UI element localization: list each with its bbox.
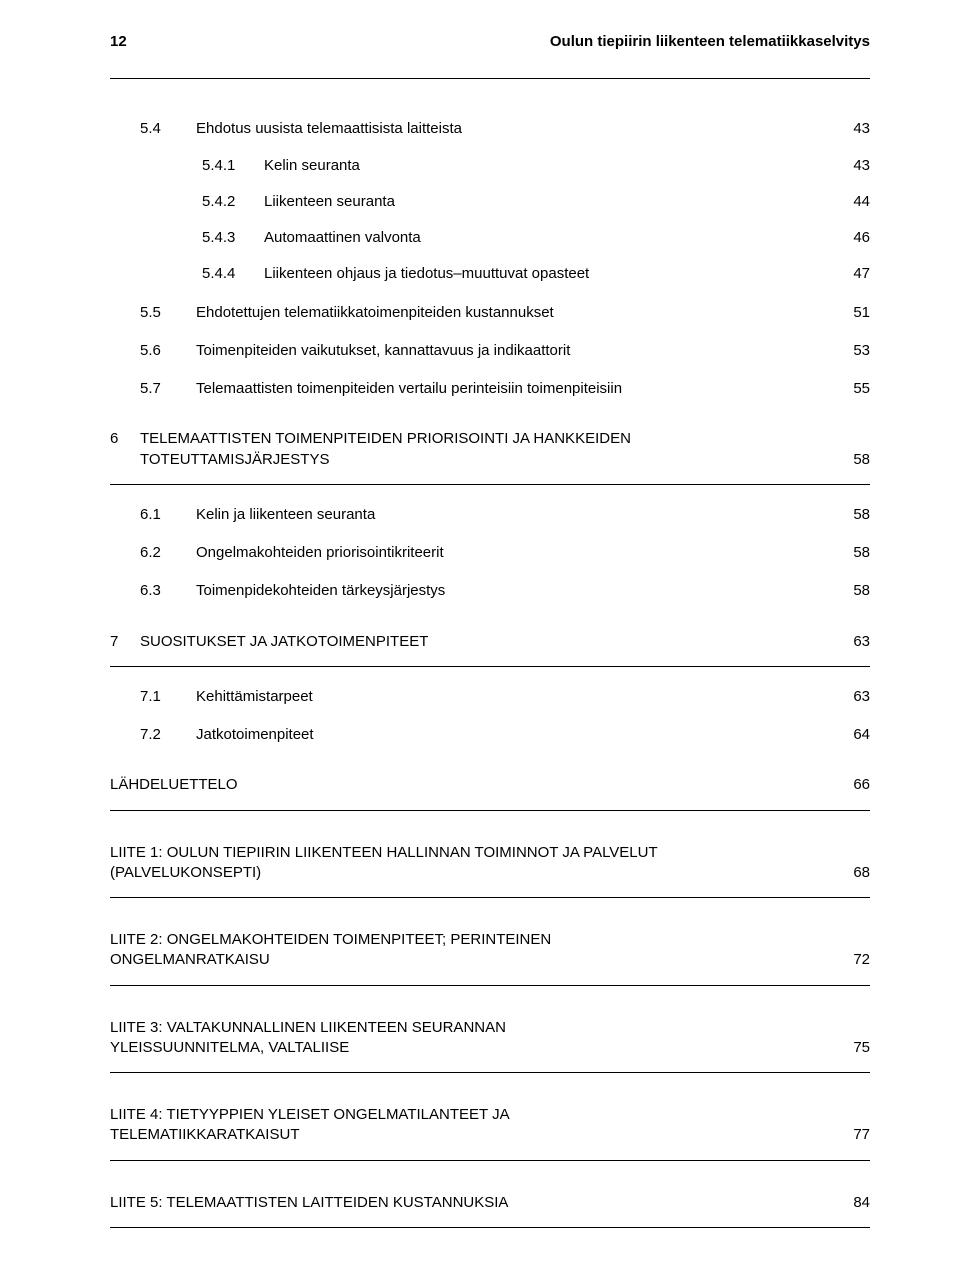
toc-number: 6.1 <box>140 505 196 525</box>
toc-page: 84 <box>840 1193 870 1213</box>
toc-entry-5-4-4: 5.4.4 Liikenteen ohjaus ja tiedotus–muut… <box>202 264 870 284</box>
toc-divider <box>110 1072 870 1073</box>
toc-label: LIITE 3: VALTAKUNNALLINEN LIIKENTEEN SEU… <box>110 1018 630 1059</box>
toc-label: SUOSITUKSET JA JATKOTOIMENPITEET <box>140 632 840 652</box>
toc-entry-liite2: LIITE 2: ONGELMAKOHTEIDEN TOIMENPITEET; … <box>110 930 870 971</box>
toc-entry-7-1: 7.1 Kehittämistarpeet 63 <box>140 687 870 707</box>
toc-entry-5-6: 5.6 Toimenpiteiden vaikutukset, kannatta… <box>140 341 870 361</box>
toc-label: Liikenteen seuranta <box>264 192 830 212</box>
page-number: 12 <box>110 32 127 52</box>
toc-entry-5-4-3: 5.4.3 Automaattinen valvonta 46 <box>202 228 870 248</box>
toc-page: 51 <box>840 303 870 323</box>
toc-page: 47 <box>830 264 870 284</box>
toc-number: 6 <box>110 429 140 470</box>
toc-page: 58 <box>840 581 870 601</box>
toc-page: 43 <box>830 156 870 176</box>
toc-page: 55 <box>840 379 870 399</box>
toc-number: 6.3 <box>140 581 196 601</box>
toc-page: 68 <box>840 863 870 883</box>
toc-label: LIITE 2: ONGELMAKOHTEIDEN TOIMENPITEET; … <box>110 930 650 971</box>
toc-label: Automaattinen valvonta <box>264 228 830 248</box>
toc-entry-6-1: 6.1 Kelin ja liikenteen seuranta 58 <box>140 505 870 525</box>
toc-number: 5.5 <box>140 303 196 323</box>
toc-entry-liite3: LIITE 3: VALTAKUNNALLINEN LIIKENTEEN SEU… <box>110 1018 870 1059</box>
toc-label: Ehdotus uusista telemaattisista laitteis… <box>196 119 840 139</box>
toc-entry-liite4: LIITE 4: TIETYYPPIEN YLEISET ONGELMATILA… <box>110 1105 870 1146</box>
toc-entry-liite1: LIITE 1: OULUN TIEPIIRIN LIIKENTEEN HALL… <box>110 843 870 884</box>
toc-entry-5-5: 5.5 Ehdotettujen telematiikkatoimenpitei… <box>140 303 870 323</box>
toc-label: Ongelmakohteiden priorisointikriteerit <box>196 543 840 563</box>
toc-page: 75 <box>840 1038 870 1058</box>
toc-page: 58 <box>840 505 870 525</box>
toc-divider <box>110 897 870 898</box>
toc-number: 5.6 <box>140 341 196 361</box>
toc-label: Jatkotoimenpiteet <box>196 725 840 745</box>
toc-number: 5.4.4 <box>202 264 264 284</box>
toc-page: 63 <box>840 687 870 707</box>
toc-entry-5-4-1: 5.4.1 Kelin seuranta 43 <box>202 156 870 176</box>
toc-entry-5-7: 5.7 Telemaattisten toimenpiteiden vertai… <box>140 379 870 399</box>
toc-entry-6-3: 6.3 Toimenpidekohteiden tärkeysjärjestys… <box>140 581 870 601</box>
toc-entry-5-4: 5.4 Ehdotus uusista telemaattisista lait… <box>140 119 870 139</box>
toc-divider <box>110 810 870 811</box>
toc-entry-7-2: 7.2 Jatkotoimenpiteet 64 <box>140 725 870 745</box>
toc-label: LÄHDELUETTELO <box>110 775 840 795</box>
toc-entry-lahdeluettelo: LÄHDELUETTELO 66 <box>110 775 870 795</box>
toc-page: 66 <box>840 775 870 795</box>
toc-label: Kehittämistarpeet <box>196 687 840 707</box>
toc-number: 7.1 <box>140 687 196 707</box>
toc-page: 53 <box>840 341 870 361</box>
toc-page: 43 <box>840 119 870 139</box>
toc-entry-6: 6 TELEMAATTISTEN TOIMENPITEIDEN PRIORISO… <box>110 429 870 470</box>
toc-label: Toimenpidekohteiden tärkeysjärjestys <box>196 581 840 601</box>
toc-entry-7: 7 SUOSITUKSET JA JATKOTOIMENPITEET 63 <box>110 632 870 652</box>
toc-label: TELEMAATTISTEN TOIMENPITEIDEN PRIORISOIN… <box>140 429 840 470</box>
toc-divider <box>110 666 870 667</box>
toc-divider <box>110 985 870 986</box>
toc-label: Kelin seuranta <box>264 156 830 176</box>
table-of-contents: 5.4 Ehdotus uusista telemaattisista lait… <box>110 109 870 1238</box>
toc-number: 5.4.2 <box>202 192 264 212</box>
toc-page: 72 <box>840 950 870 970</box>
document-page: 12 Oulun tiepiirin liikenteen telematiik… <box>0 0 960 1278</box>
toc-divider <box>110 484 870 485</box>
header-divider <box>110 78 870 79</box>
page-header: 12 Oulun tiepiirin liikenteen telematiik… <box>110 32 870 52</box>
toc-page: 77 <box>840 1125 870 1145</box>
toc-number: 5.4.3 <box>202 228 264 248</box>
toc-label: Liikenteen ohjaus ja tiedotus–muuttuvat … <box>264 264 830 284</box>
toc-number: 7.2 <box>140 725 196 745</box>
toc-number: 5.4.1 <box>202 156 264 176</box>
toc-number: 6.2 <box>140 543 196 563</box>
toc-page: 58 <box>840 543 870 563</box>
toc-page: 58 <box>840 450 870 470</box>
toc-label: Toimenpiteiden vaikutukset, kannattavuus… <box>196 341 840 361</box>
toc-page: 64 <box>840 725 870 745</box>
toc-label: Ehdotettujen telematiikkatoimenpiteiden … <box>196 303 840 323</box>
toc-number: 5.4 <box>140 119 196 139</box>
toc-entry-6-2: 6.2 Ongelmakohteiden priorisointikriteer… <box>140 543 870 563</box>
toc-entry-liite5: LIITE 5: TELEMAATTISTEN LAITTEIDEN KUSTA… <box>110 1193 870 1213</box>
toc-entry-5-4-2: 5.4.2 Liikenteen seuranta 44 <box>202 192 870 212</box>
toc-page: 44 <box>830 192 870 212</box>
document-title: Oulun tiepiirin liikenteen telematiikkas… <box>550 32 870 52</box>
toc-number: 7 <box>110 632 140 652</box>
toc-divider <box>110 1227 870 1228</box>
toc-label: LIITE 5: TELEMAATTISTEN LAITTEIDEN KUSTA… <box>110 1193 840 1213</box>
toc-page: 46 <box>830 228 870 248</box>
toc-page: 63 <box>840 632 870 652</box>
toc-number: 5.7 <box>140 379 196 399</box>
toc-label: Telemaattisten toimenpiteiden vertailu p… <box>196 379 866 399</box>
toc-label: Kelin ja liikenteen seuranta <box>196 505 840 525</box>
toc-divider <box>110 1160 870 1161</box>
toc-label: LIITE 4: TIETYYPPIEN YLEISET ONGELMATILA… <box>110 1105 610 1146</box>
toc-label: LIITE 1: OULUN TIEPIIRIN LIIKENTEEN HALL… <box>110 843 710 884</box>
